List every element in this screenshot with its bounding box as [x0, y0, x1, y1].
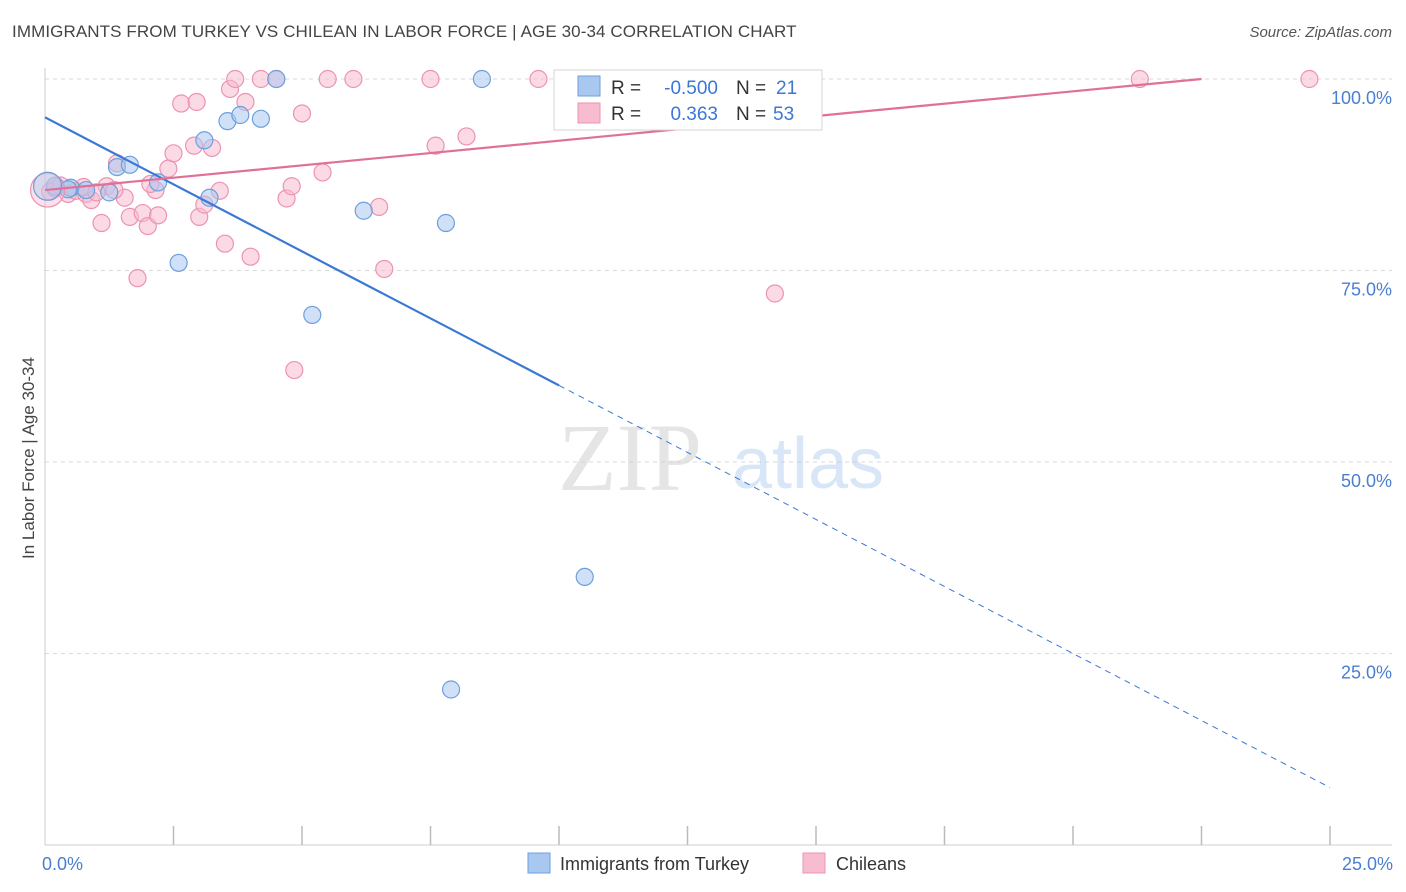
legend-r-label: R = — [611, 78, 641, 99]
turkey-point — [303, 305, 322, 325]
scatter-points — [29, 69, 1319, 699]
turkey-point — [472, 69, 491, 89]
legend-r-value-turkey: -0.500 — [664, 78, 718, 99]
legend-swatch-turkey — [577, 75, 601, 97]
chilean-point — [375, 259, 394, 279]
chilean-point — [457, 127, 476, 146]
chilean-point — [128, 269, 147, 288]
legend-r-label: R = — [611, 104, 641, 125]
gridlines — [45, 78, 1392, 654]
y-tick-label: 100.0% — [1331, 88, 1392, 108]
chilean-point — [1130, 69, 1149, 89]
source-attribution: Source: ZipAtlas.com — [1249, 24, 1392, 41]
turkey-point — [77, 180, 96, 200]
turkey-point — [436, 213, 456, 233]
turkey-point — [354, 201, 373, 220]
y-tick-label: 75.0% — [1341, 280, 1392, 300]
turkey-point — [441, 680, 461, 699]
trend-line-turkey — [44, 116, 560, 387]
chilean-point — [285, 360, 304, 380]
chilean-point — [426, 136, 445, 155]
legend-n-value-turkey: 21 — [776, 78, 797, 99]
series-legend-label-turkey: Immigrants from Turkey — [560, 854, 749, 874]
axes — [44, 68, 1392, 846]
x-tick-label-min: 0.0% — [42, 854, 83, 874]
chilean-point — [172, 94, 191, 113]
chilean-point — [282, 177, 301, 196]
turkey-cluster-point — [32, 171, 63, 201]
chilean-point — [92, 213, 111, 233]
chilean-point — [344, 69, 363, 89]
trend-line-chileans — [44, 77, 1202, 192]
chilean-point — [148, 206, 168, 225]
y-axis-label: In Labor Force | Age 30-34 — [19, 357, 38, 559]
turkey-point — [100, 183, 119, 202]
series-legend: Immigrants from Turkey Chileans — [527, 852, 906, 874]
legend-n-label: N = — [736, 78, 766, 99]
legend-swatch-chileans — [577, 102, 601, 124]
chilean-point — [187, 92, 206, 112]
chilean-point — [215, 234, 234, 253]
chilean-point — [318, 69, 337, 89]
tick-labels: 25.0% 50.0% 75.0% 100.0% 0.0% 25.0% — [42, 88, 1393, 874]
chilean-point — [251, 69, 270, 89]
y-tick-label: 25.0% — [1341, 663, 1392, 683]
chilean-point — [313, 163, 332, 182]
legend-n-label: N = — [736, 104, 766, 125]
legend-r-value-chileans: 0.363 — [670, 104, 718, 125]
stats-legend: R = -0.500 N = 21 R = 0.363 N = 53 — [553, 69, 823, 131]
chilean-point — [226, 69, 245, 89]
chilean-point — [421, 69, 440, 89]
watermark-zip: ZIP — [558, 404, 702, 511]
trend-lines — [44, 77, 1331, 788]
series-legend-swatch-turkey — [527, 852, 551, 874]
legend-n-value-chileans: 53 — [773, 104, 794, 125]
turkey-point — [169, 253, 188, 272]
chilean-point — [765, 284, 784, 303]
series-legend-swatch-chileans — [802, 852, 826, 874]
turkey-point — [267, 69, 286, 89]
turkey-point — [231, 105, 250, 125]
chilean-point — [292, 104, 312, 123]
chart-title: IMMIGRANTS FROM TURKEY VS CHILEAN IN LAB… — [12, 22, 797, 41]
turkey-point — [195, 131, 214, 150]
x-tick-label-max: 25.0% — [1342, 854, 1393, 874]
chilean-point — [1300, 69, 1319, 89]
trend-line-turkey-extension — [558, 384, 1331, 788]
chilean-point — [529, 69, 548, 89]
chilean-point — [241, 247, 260, 266]
series-legend-label-chileans: Chileans — [836, 854, 906, 874]
chilean-point — [370, 197, 389, 217]
y-tick-label: 50.0% — [1341, 471, 1392, 491]
watermark-atlas: atlas — [732, 424, 884, 504]
chilean-point — [164, 144, 183, 163]
turkey-point — [251, 109, 270, 128]
turkey-point — [575, 567, 594, 587]
